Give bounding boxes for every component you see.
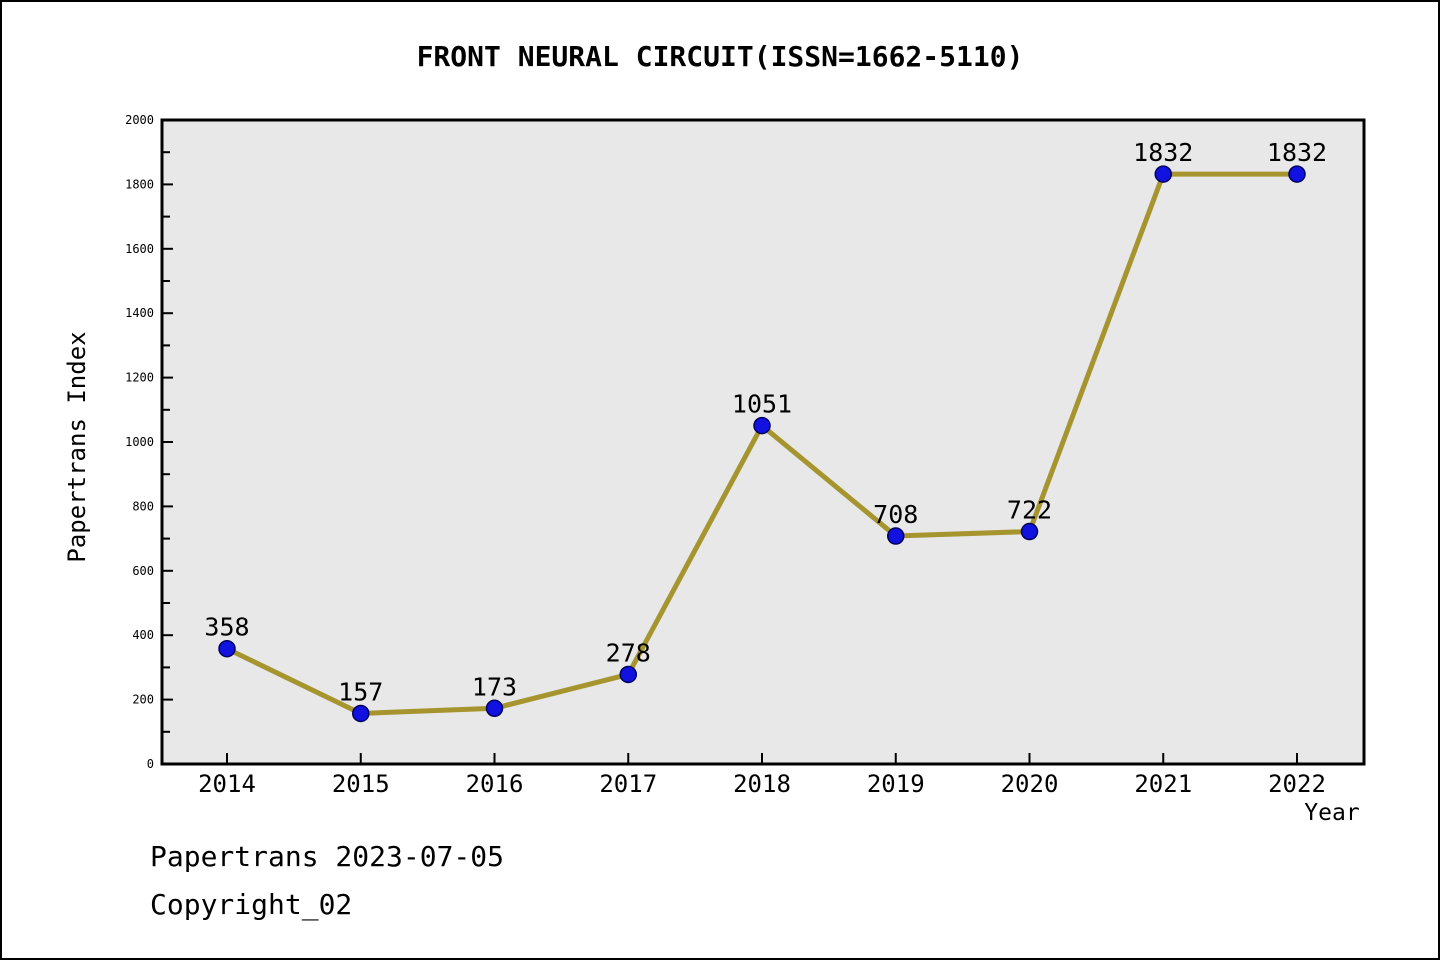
svg-text:358: 358 <box>204 613 249 642</box>
svg-text:2014: 2014 <box>198 770 256 798</box>
data-point[interactable] <box>485 699 504 718</box>
svg-text:400: 400 <box>132 628 154 642</box>
data-points <box>218 165 1306 723</box>
chart-title: FRONT NEURAL CIRCUIT(ISSN=1662-5110) <box>416 40 1024 73</box>
plot-area <box>160 118 1366 766</box>
svg-text:2019: 2019 <box>867 770 925 798</box>
data-point[interactable] <box>218 639 236 658</box>
data-point[interactable] <box>1154 165 1172 183</box>
data-point[interactable] <box>753 416 771 435</box>
svg-text:722: 722 <box>1007 496 1052 525</box>
svg-text:2022: 2022 <box>1268 770 1326 798</box>
footer-copyright: Copyright_02 <box>150 888 353 921</box>
svg-text:200: 200 <box>132 693 154 707</box>
footer-source-date: Papertrans 2023-07-05 <box>150 840 505 873</box>
svg-text:278: 278 <box>606 638 651 667</box>
data-point[interactable] <box>352 704 370 723</box>
data-point[interactable] <box>1020 522 1039 541</box>
x-axis-ticks: 2014 2015 2016 2017 2018 2019 2020 2021 2022 <box>198 753 1326 798</box>
svg-text:708: 708 <box>873 500 918 529</box>
svg-text:1051: 1051 <box>732 390 792 419</box>
svg-text:1832: 1832 <box>1267 138 1327 167</box>
svg-text:2016: 2016 <box>466 770 524 798</box>
y-axis-label: Papertrans Index <box>63 331 91 563</box>
svg-text:1600: 1600 <box>125 242 154 256</box>
y-axis-ticks: 0 200 400 600 800 1000 1200 1400 1600 1800 2000 <box>125 113 173 771</box>
svg-text:2000: 2000 <box>125 113 154 127</box>
svg-text:1800: 1800 <box>125 177 154 191</box>
data-point[interactable] <box>1288 165 1306 183</box>
svg-text:0: 0 <box>147 757 154 771</box>
svg-text:2015: 2015 <box>332 770 390 798</box>
svg-text:1400: 1400 <box>125 306 154 320</box>
svg-text:1832: 1832 <box>1133 138 1193 167</box>
svg-text:600: 600 <box>132 564 154 578</box>
svg-text:800: 800 <box>132 499 154 513</box>
svg-text:2018: 2018 <box>733 770 791 798</box>
svg-text:2021: 2021 <box>1134 770 1192 798</box>
svg-text:2017: 2017 <box>599 770 657 798</box>
svg-text:173: 173 <box>472 672 517 701</box>
data-point[interactable] <box>887 527 905 545</box>
point-labels: 358 157 173 278 1051 708 722 1832 1832 <box>204 138 1327 706</box>
svg-text:1000: 1000 <box>125 435 154 449</box>
svg-text:1200: 1200 <box>125 371 154 385</box>
svg-text:2020: 2020 <box>1001 770 1059 798</box>
svg-text:157: 157 <box>338 677 383 706</box>
data-point[interactable] <box>619 665 637 684</box>
x-axis-label: Year <box>1304 800 1360 826</box>
